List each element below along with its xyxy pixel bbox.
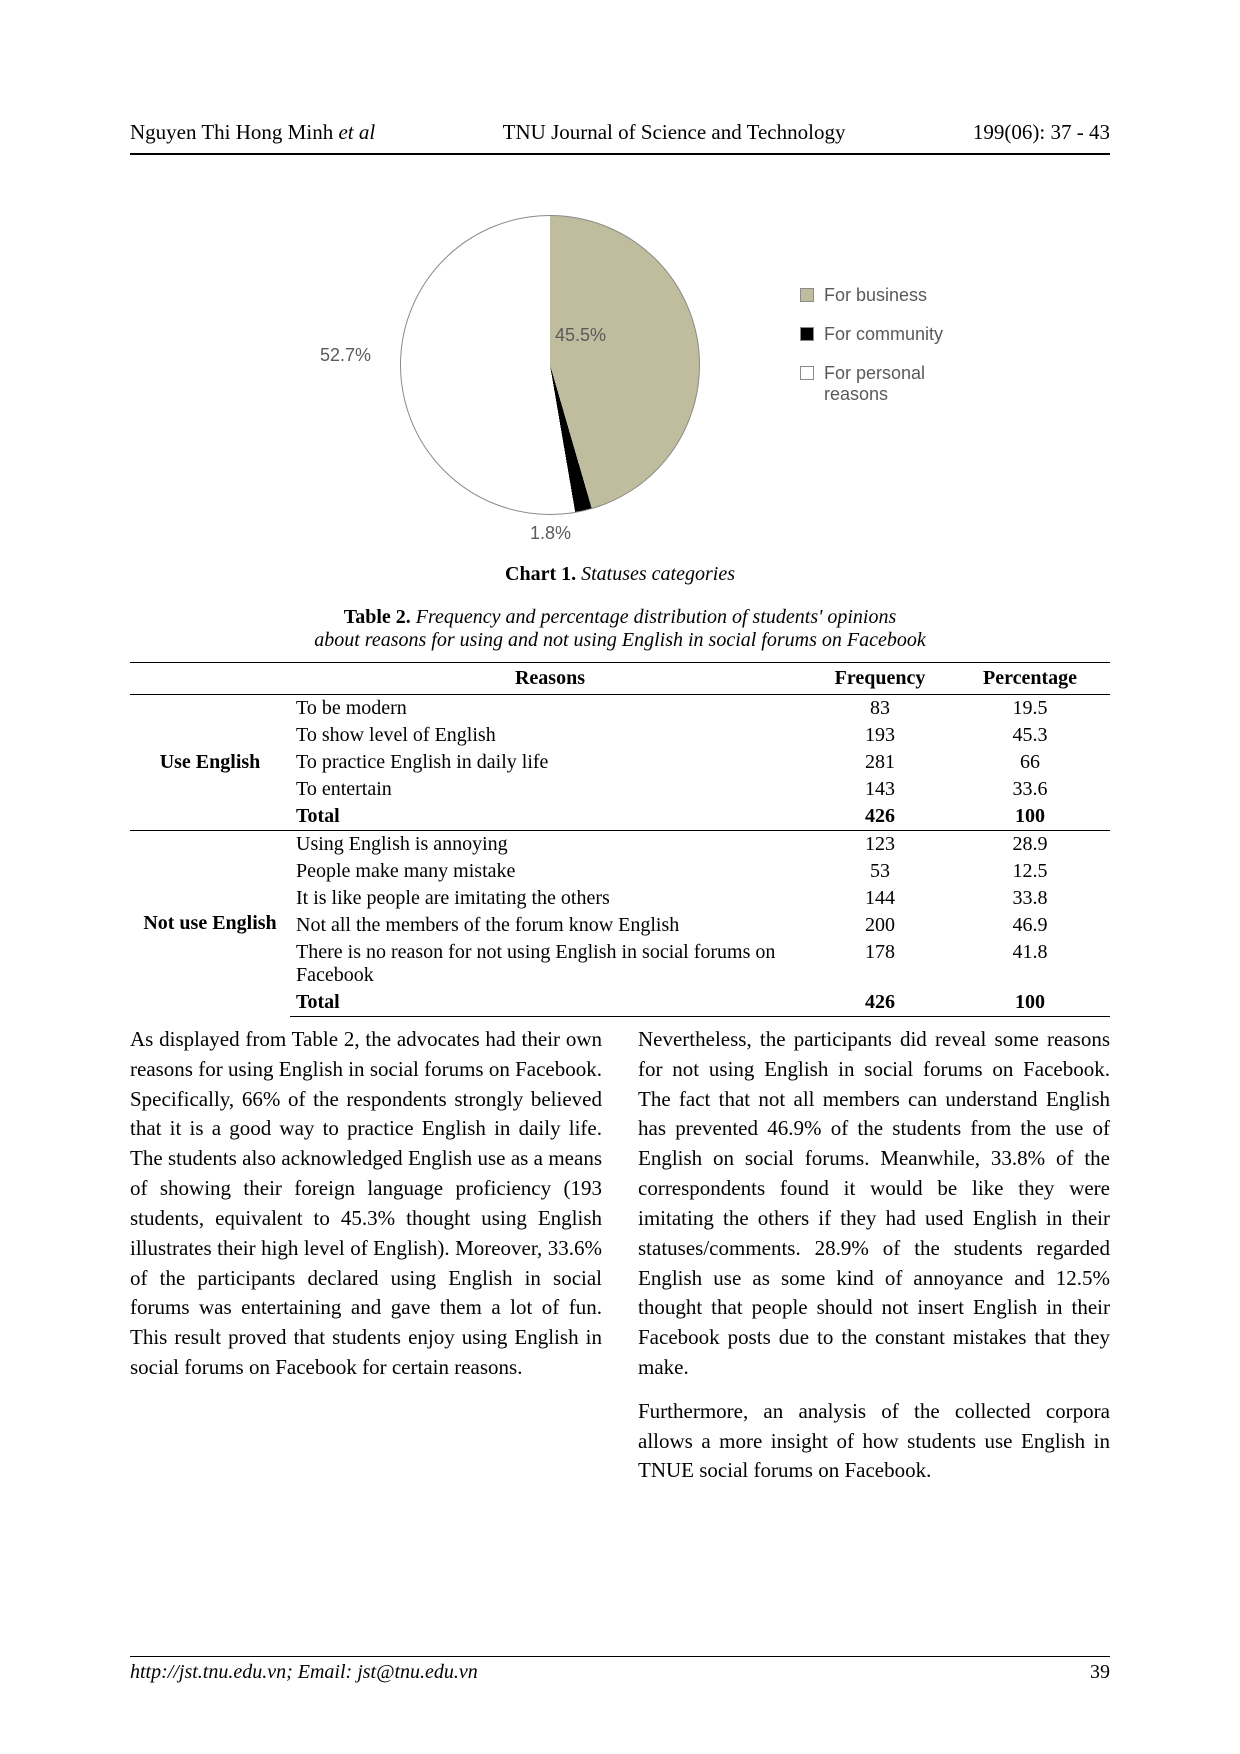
legend-swatch-community xyxy=(800,327,814,341)
cell-reason: To entertain xyxy=(290,776,810,803)
chart-caption: Chart 1. Statuses categories xyxy=(130,563,1110,586)
paragraph: Furthermore, an analysis of the collecte… xyxy=(638,1397,1110,1486)
cell-percentage: 41.8 xyxy=(950,939,1110,989)
cell-frequency: 143 xyxy=(810,776,950,803)
footer-contact: http://jst.tnu.edu.vn; Email: jst@tnu.ed… xyxy=(130,1661,478,1684)
pie-area: 45.5% 1.8% 52.7% xyxy=(260,195,780,555)
pie-legend: For business For community For personal … xyxy=(800,285,980,555)
paragraph: Nevertheless, the participants did revea… xyxy=(638,1025,1110,1383)
cell-frequency: 123 xyxy=(810,831,950,859)
cell-percentage: 66 xyxy=(950,749,1110,776)
cell-frequency: 144 xyxy=(810,885,950,912)
header-issue: 199(06): 37 - 43 xyxy=(973,120,1110,145)
header-journal: TNU Journal of Science and Technology xyxy=(375,120,973,145)
cell-reason: It is like people are imitating the othe… xyxy=(290,885,810,912)
cell-total-label: Total xyxy=(290,989,810,1017)
page-footer: http://jst.tnu.edu.vn; Email: jst@tnu.ed… xyxy=(130,1656,1110,1684)
cell-reason: To be modern xyxy=(290,695,810,723)
rowgroup-label: Use English xyxy=(130,695,290,831)
cell-frequency: 281 xyxy=(810,749,950,776)
reasons-table: Reasons Frequency Percentage Use English… xyxy=(130,662,1110,1017)
footer-page-number: 39 xyxy=(1090,1661,1110,1684)
author-etal: et al xyxy=(338,120,375,144)
cell-total-freq: 426 xyxy=(810,803,950,831)
table-caption: Table 2. Frequency and percentage distri… xyxy=(130,606,1110,652)
cell-percentage: 19.5 xyxy=(950,695,1110,723)
cell-total-freq: 426 xyxy=(810,989,950,1017)
legend-label: For community xyxy=(824,324,943,345)
legend-item: For business xyxy=(800,285,980,306)
pie-label-community: 1.8% xyxy=(530,523,571,544)
table-caption-line1: Frequency and percentage distribution of… xyxy=(416,606,897,628)
table-caption-line2: about reasons for using and not using En… xyxy=(314,629,925,651)
running-header: Nguyen Thi Hong Minh et al TNU Journal o… xyxy=(130,120,1110,155)
cell-total-pct: 100 xyxy=(950,989,1110,1017)
header-author: Nguyen Thi Hong Minh et al xyxy=(130,120,375,145)
cell-percentage: 45.3 xyxy=(950,722,1110,749)
col-percentage: Percentage xyxy=(950,663,1110,695)
col-reasons: Reasons xyxy=(290,663,810,695)
table-caption-prefix: Table 2. xyxy=(344,606,411,628)
cell-percentage: 33.6 xyxy=(950,776,1110,803)
cell-reason: To practice English in daily life xyxy=(290,749,810,776)
pie-label-personal: 52.7% xyxy=(320,345,371,366)
cell-frequency: 83 xyxy=(810,695,950,723)
chart-caption-prefix: Chart 1. xyxy=(505,563,576,585)
author-name: Nguyen Thi Hong Minh xyxy=(130,120,333,144)
legend-item: For personal reasons xyxy=(800,363,980,405)
cell-frequency: 178 xyxy=(810,939,950,989)
paragraph: As displayed from Table 2, the advocates… xyxy=(130,1025,602,1383)
cell-total-label: Total xyxy=(290,803,810,831)
col-frequency: Frequency xyxy=(810,663,950,695)
cell-reason: Using English is annoying xyxy=(290,831,810,859)
pie-label-business: 45.5% xyxy=(555,325,606,346)
cell-percentage: 12.5 xyxy=(950,858,1110,885)
cell-reason: Not all the members of the forum know En… xyxy=(290,912,810,939)
chart-caption-text: Statuses categories xyxy=(581,563,735,585)
pie-graphic xyxy=(400,215,700,515)
cell-percentage: 33.8 xyxy=(950,885,1110,912)
body-text: As displayed from Table 2, the advocates… xyxy=(130,1025,1110,1486)
cell-total-pct: 100 xyxy=(950,803,1110,831)
legend-label: For business xyxy=(824,285,927,306)
cell-percentage: 46.9 xyxy=(950,912,1110,939)
cell-reason: People make many mistake xyxy=(290,858,810,885)
cell-frequency: 53 xyxy=(810,858,950,885)
cell-frequency: 200 xyxy=(810,912,950,939)
col-blank xyxy=(130,663,290,695)
legend-swatch-business xyxy=(800,288,814,302)
pie-chart: 45.5% 1.8% 52.7% For business For commun… xyxy=(130,195,1110,555)
cell-percentage: 28.9 xyxy=(950,831,1110,859)
cell-reason: To show level of English xyxy=(290,722,810,749)
rowgroup-label: Not use English xyxy=(130,831,290,1017)
cell-reason: There is no reason for not using English… xyxy=(290,939,810,989)
cell-frequency: 193 xyxy=(810,722,950,749)
legend-label: For personal reasons xyxy=(824,363,980,405)
legend-swatch-personal xyxy=(800,366,814,380)
legend-item: For community xyxy=(800,324,980,345)
